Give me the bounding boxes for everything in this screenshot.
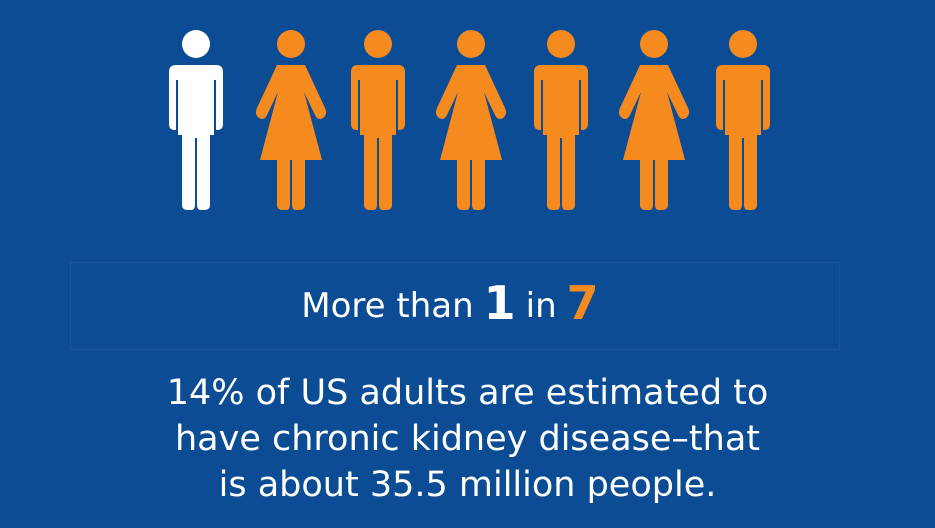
headline: More than 1 in 7 xyxy=(70,262,840,350)
person-icon xyxy=(351,30,405,210)
headline-prefix: More than xyxy=(301,286,474,326)
headline-numerator: 1 xyxy=(483,276,516,330)
description: 14% of US adults are estimated to have c… xyxy=(145,370,790,508)
headline-denominator: 7 xyxy=(566,276,599,330)
person-icon xyxy=(435,30,507,210)
people-figures-row xyxy=(169,30,770,210)
description-line-3: is about 35.5 million people. xyxy=(218,465,717,505)
person-icon xyxy=(255,30,327,210)
headline-middle: in xyxy=(525,286,557,326)
person-icon xyxy=(618,30,690,210)
description-line-2: have chronic kidney disease–that xyxy=(174,419,760,459)
highlighted-person-icon xyxy=(169,30,223,210)
description-line-1: 14% of US adults are estimated to xyxy=(166,373,769,413)
person-icon xyxy=(534,30,588,210)
person-icon xyxy=(716,30,770,210)
